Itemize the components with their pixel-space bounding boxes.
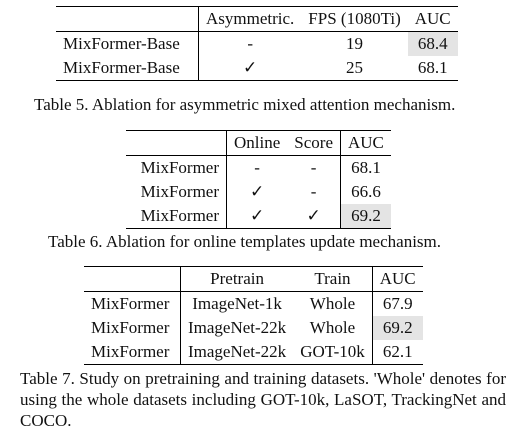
- table-7-caption: Table 7. Study on pretraining and traini…: [20, 369, 506, 430]
- cell-asymmetric: -: [247, 34, 253, 53]
- cell-method: MixFormer: [126, 155, 227, 180]
- header-cell-method: [56, 6, 199, 32]
- header-cell-train: Train: [293, 266, 373, 292]
- table-header-row: Pretrain Train AUC: [84, 266, 423, 292]
- table-7: Pretrain Train AUC MixFormer ImageNet-1k…: [84, 266, 423, 365]
- cell-fps: 19: [346, 34, 364, 53]
- cell-pretrain: ImageNet-22k: [188, 342, 287, 361]
- header-cell-auc: AUC: [340, 130, 391, 156]
- cell-train: Whole: [293, 316, 373, 340]
- cell-method: MixFormer: [84, 316, 181, 340]
- table-row: MixFormer-Base ✓ 25 68.1: [56, 56, 458, 81]
- table-5-grid: Asymmetric. FPS (1080Ti) AUC MixFormer-B…: [56, 6, 458, 81]
- table-6-grid: Online Score AUC MixFormer - - 68.1 MixF…: [126, 130, 391, 229]
- cell-method: MixFormer: [84, 291, 181, 316]
- cell-score: -: [287, 155, 342, 180]
- table-row: MixFormer ImageNet-22k Whole 69.2: [84, 316, 423, 340]
- cell-method: MixFormer: [84, 340, 181, 365]
- cell-online: ✓: [250, 182, 265, 201]
- header-cell-asymmetric: Asymmetric.: [198, 6, 302, 32]
- header-cell-online: Online: [226, 130, 288, 156]
- cell-auc: 62.1: [382, 342, 413, 361]
- cell-auc: 68.1: [417, 58, 448, 77]
- table-header-row: Online Score AUC: [126, 130, 391, 156]
- table-5: Asymmetric. FPS (1080Ti) AUC MixFormer-B…: [56, 6, 458, 81]
- cell-train: GOT-10k: [293, 340, 373, 365]
- table-row: MixFormer ✓ - 66.6: [126, 180, 391, 204]
- cell-online: ✓: [250, 206, 265, 225]
- cell-online: -: [254, 158, 260, 177]
- table-row: MixFormer ImageNet-1k Whole 67.9: [84, 291, 423, 316]
- header-cell-auc: AUC: [407, 6, 458, 32]
- cell-auc: 67.9: [382, 294, 413, 313]
- header-cell-auc: AUC: [372, 266, 423, 292]
- table-6: Online Score AUC MixFormer - - 68.1 MixF…: [126, 130, 391, 229]
- cell-method: MixFormer: [126, 204, 227, 229]
- cell-auc: 66.6: [351, 182, 381, 201]
- table-header-row: Asymmetric. FPS (1080Ti) AUC: [56, 6, 458, 32]
- cell-asymmetric: ✓: [243, 58, 258, 77]
- cell-method: MixFormer-Base: [56, 56, 199, 81]
- table-6-caption: Table 6. Ablation for online templates u…: [48, 232, 442, 251]
- cell-auc-best: 69.2: [340, 204, 391, 229]
- cell-pretrain: ImageNet-1k: [192, 294, 282, 313]
- header-cell-fps: FPS (1080Ti): [301, 6, 408, 32]
- table-7-grid: Pretrain Train AUC MixFormer ImageNet-1k…: [84, 266, 423, 365]
- cell-score: -: [287, 180, 342, 204]
- table-row: MixFormer - - 68.1: [126, 155, 391, 180]
- cell-method: MixFormer-Base: [56, 31, 199, 56]
- table-row: MixFormer ✓ ✓ 69.2: [126, 204, 391, 229]
- cell-train: Whole: [293, 291, 373, 316]
- cell-method: MixFormer: [126, 180, 227, 204]
- table-5-caption: Table 5. Ablation for asymmetric mixed a…: [34, 95, 456, 114]
- cell-auc-best: 68.4: [407, 31, 458, 56]
- header-cell-method: [126, 130, 227, 156]
- header-cell-pretrain: Pretrain: [180, 266, 294, 292]
- header-cell-method: [84, 266, 181, 292]
- cell-score: ✓: [287, 204, 342, 229]
- table-row: MixFormer ImageNet-22k GOT-10k 62.1: [84, 340, 423, 365]
- table-row: MixFormer-Base - 19 68.4: [56, 31, 458, 56]
- cell-auc-best: 69.2: [372, 316, 423, 340]
- header-cell-score: Score: [287, 130, 342, 156]
- cell-pretrain: ImageNet-22k: [188, 318, 287, 337]
- cell-fps: 25: [346, 58, 364, 77]
- cell-auc: 68.1: [351, 158, 381, 177]
